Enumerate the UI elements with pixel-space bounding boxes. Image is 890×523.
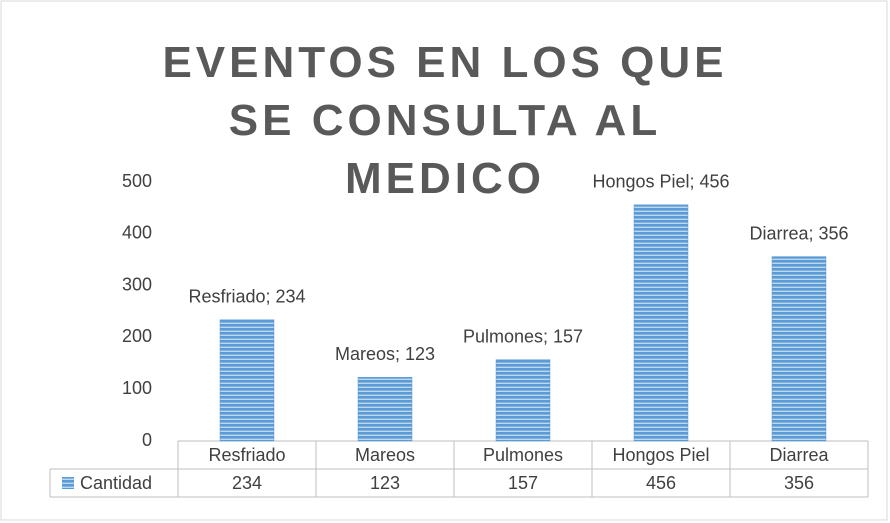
- bar: [771, 256, 827, 442]
- y-tick-label: 100: [122, 378, 152, 398]
- data-label: Resfriado; 234: [188, 287, 305, 307]
- table-value: 123: [370, 473, 400, 493]
- data-label: Diarrea; 356: [749, 223, 848, 243]
- legend-label: Cantidad: [80, 473, 152, 493]
- data-label: Mareos; 123: [335, 344, 435, 364]
- x-tick-label: Mareos: [355, 445, 415, 465]
- table-value: 356: [784, 473, 814, 493]
- bar: [495, 359, 551, 442]
- y-tick-label: 200: [122, 326, 152, 346]
- x-tick-label: Pulmones: [483, 445, 563, 465]
- x-tick-label: Diarrea: [769, 445, 829, 465]
- bar: [633, 204, 689, 442]
- bar: [357, 377, 413, 442]
- y-tick-label: 500: [122, 171, 152, 191]
- table-value: 456: [646, 473, 676, 493]
- data-label: Hongos Piel; 456: [592, 172, 729, 192]
- y-tick-label: 0: [142, 430, 152, 450]
- y-tick-label: 300: [122, 274, 152, 294]
- data-label: Pulmones; 157: [463, 326, 583, 346]
- y-tick-label: 400: [122, 223, 152, 243]
- x-tick-label: Resfriado: [208, 445, 285, 465]
- legend-key: [62, 477, 74, 489]
- bar: [219, 319, 275, 442]
- chart-title: EVENTOS EN LOS QUE SE CONSULTA AL MEDICO: [162, 38, 728, 203]
- table-value: 157: [508, 473, 538, 493]
- x-tick-label: Hongos Piel: [612, 445, 709, 465]
- table-value: 234: [232, 473, 262, 493]
